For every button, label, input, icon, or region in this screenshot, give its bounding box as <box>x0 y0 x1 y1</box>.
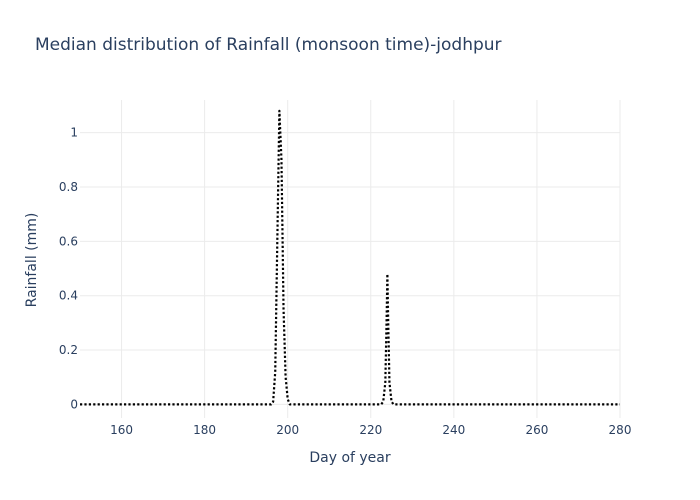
x-tick-label: 260 <box>525 423 548 437</box>
x-tick-label: 200 <box>276 423 299 437</box>
y-tick-label: 0 <box>70 397 78 411</box>
y-tick-label: 0.6 <box>59 234 78 248</box>
x-axis-title: Day of year <box>309 450 391 466</box>
x-tick-label: 280 <box>609 423 632 437</box>
y-axis-title: Rainfall (mm) <box>24 213 40 308</box>
gridlines <box>80 100 621 418</box>
x-tick-label: 180 <box>193 423 216 437</box>
y-tick-label: 0.2 <box>59 343 78 357</box>
y-tick-label: 0.4 <box>59 289 78 303</box>
y-axis-ticks: 0 0.2 0.4 0.6 0.8 1 <box>59 126 78 412</box>
y-tick-label: 0.8 <box>59 180 78 194</box>
chart-title: Median distribution of Rainfall (monsoon… <box>35 35 502 55</box>
x-axis-ticks: 160 180 200 220 240 260 280 <box>110 423 631 437</box>
x-tick-label: 220 <box>359 423 382 437</box>
series-layer <box>80 109 620 406</box>
x-tick-label: 240 <box>442 423 465 437</box>
series-line-0 <box>80 109 620 406</box>
y-tick-label: 1 <box>70 126 78 140</box>
x-tick-label: 160 <box>110 423 133 437</box>
